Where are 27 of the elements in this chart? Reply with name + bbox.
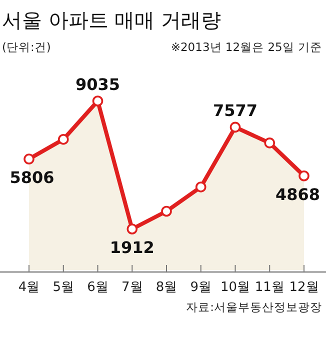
- x-tick-label: 11월: [254, 280, 284, 295]
- data-label: 1912: [110, 238, 154, 257]
- x-tick-label: 12월: [289, 280, 319, 295]
- x-tick-label: 4월: [18, 280, 40, 295]
- x-tick-label: 10월: [220, 280, 250, 295]
- point: [161, 206, 172, 217]
- point: [264, 138, 276, 148]
- x-tick-label: 8월: [156, 280, 178, 295]
- data-label: 9035: [75, 75, 120, 94]
- x-tick-label: 7월: [121, 280, 143, 295]
- point: [126, 224, 138, 234]
- x-tick-label: 6월: [87, 280, 108, 295]
- data-label: 4868: [275, 184, 320, 204]
- point: [92, 96, 104, 106]
- x-tick-label: 9월: [190, 280, 212, 295]
- text: 자료:서울부동산정보광장: [186, 300, 322, 314]
- data-label: 5806: [10, 168, 54, 188]
- point: [230, 122, 241, 133]
- point: [298, 170, 310, 182]
- chart-title: 서울 아파트 매매 거래량: [2, 8, 222, 32]
- point: [58, 134, 69, 145]
- text: ※2013년 12월은 25일 기준: [170, 40, 322, 54]
- data-label: 7577: [212, 101, 258, 120]
- point: [195, 182, 206, 192]
- chart-subtitle: (단위:건): [2, 40, 51, 54]
- point: [24, 154, 34, 164]
- x-tick-label: 5월: [52, 280, 74, 295]
